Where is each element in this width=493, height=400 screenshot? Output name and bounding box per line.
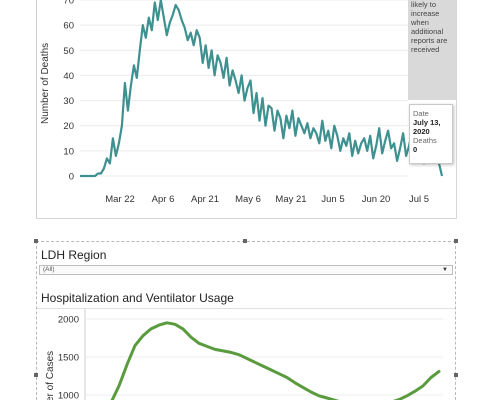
hospitalization-panel: LDH Region (All) ▼ Hospitalization and V…	[34, 239, 458, 400]
x-tick-label: Apr 6	[152, 194, 175, 205]
note-line: likely to	[411, 0, 437, 9]
resize-handle[interactable]	[34, 373, 38, 377]
y-tick-label: 20	[63, 121, 74, 132]
x-tick-label: Jun 5	[321, 194, 344, 205]
x-tick-label: Mar 22	[105, 194, 135, 205]
y-tick-label: 40	[63, 71, 74, 82]
tooltip-date-label: Date	[413, 109, 429, 118]
hospitalization-chart-title: Hospitalization and Ventilator Usage	[41, 291, 234, 305]
note-line: reports are	[411, 36, 448, 45]
note-line: increase	[411, 9, 440, 18]
deaths-chart-panel: 0 10 20 30 40 50 60 70 Mar 22 Apr 6 Apr 21 May 6 May…	[36, 0, 457, 219]
chevron-down-icon[interactable]: ▼	[442, 267, 448, 273]
y-tick-label: 50	[63, 46, 74, 57]
y-tick-label: 2000	[58, 315, 79, 326]
deaths-y-axis-label: Number of Deaths	[40, 42, 51, 124]
resize-handle[interactable]	[34, 239, 38, 243]
hospitalization-chart-frame	[37, 308, 455, 400]
x-tick-label: Jul 5	[409, 194, 429, 205]
y-tick-label: 30	[63, 96, 74, 107]
tooltip-date-value: July 13, 2020	[413, 118, 441, 136]
deaths-chart: 0 10 20 30 40 50 60 70 Mar 22 Apr 6 Apr 21 May 6 May…	[63, 0, 444, 205]
x-tick-label: Jun 20	[362, 194, 391, 205]
y-tick-label: 60	[63, 21, 74, 32]
data-tooltip: Date July 13, 2020 Deaths 0	[409, 104, 453, 164]
region-select-value: (All)	[43, 266, 55, 273]
hospitalization-chart: 1000 1500 2000	[58, 308, 443, 400]
x-tick-label: Apr 21	[191, 194, 219, 205]
resize-handle[interactable]	[454, 239, 458, 243]
tooltip-deaths-value: 0	[413, 145, 418, 154]
deaths-series-line	[80, 0, 444, 178]
hospitalization-y-axis-label: er of Cases	[45, 350, 56, 400]
y-tick-label: 1000	[58, 391, 79, 400]
y-tick-label: 0	[69, 172, 74, 183]
note-line: additional	[411, 27, 444, 36]
reporting-note: likely to increase when additional repor…	[408, 0, 456, 100]
y-tick-label: 10	[63, 146, 74, 157]
note-line: received	[411, 45, 440, 54]
region-filter-label: LDH Region	[41, 248, 107, 262]
note-line: when	[411, 18, 429, 27]
resize-handle[interactable]	[243, 239, 247, 243]
y-tick-label: 1500	[58, 353, 79, 364]
y-tick-label: 70	[63, 0, 74, 7]
x-tick-label: May 6	[235, 194, 261, 205]
resize-handle[interactable]	[454, 373, 458, 377]
hospitalization-series-line	[110, 321, 441, 400]
region-select[interactable]: (All) ▼	[39, 265, 453, 275]
x-tick-label: May 21	[275, 194, 306, 205]
tooltip-deaths-label: Deaths	[413, 136, 437, 145]
